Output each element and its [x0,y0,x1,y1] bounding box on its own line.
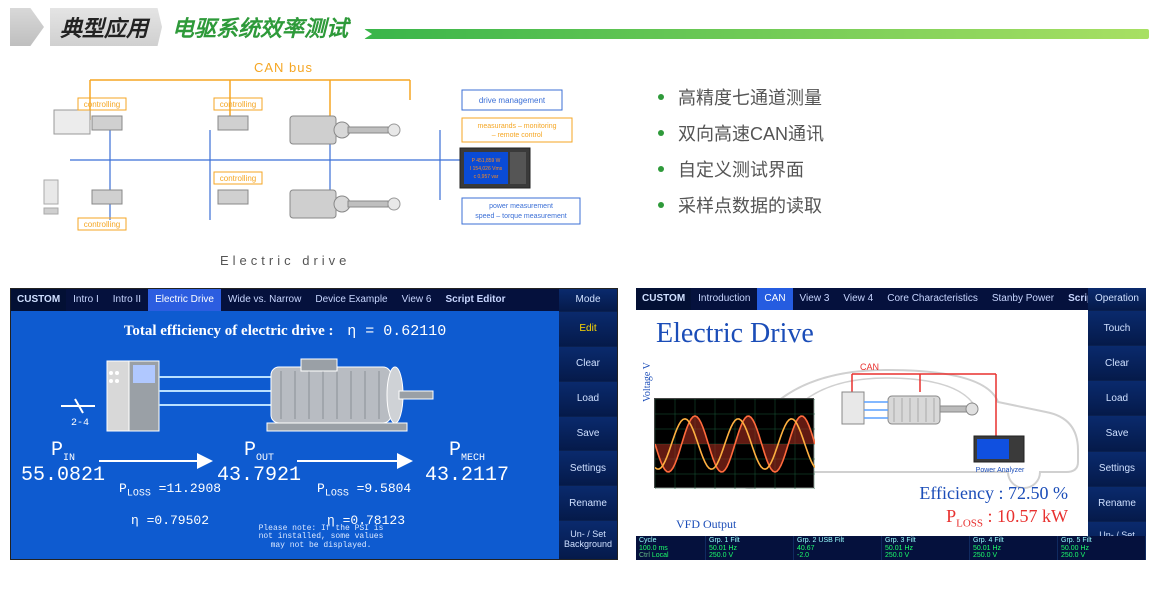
tab-custom-r[interactable]: CUSTOM [636,288,691,310]
side-save-button-r[interactable]: Save [1088,415,1146,450]
bullet-dot-icon [658,166,664,172]
bullet-text: 采样点数据的读取 [678,192,822,218]
tab-view3[interactable]: View 3 [793,288,837,310]
panel-body-left: Total efficiency of electric drive : η =… [11,311,559,559]
side-load-button[interactable]: Load [559,381,617,416]
svg-text:speed – torque measurement: speed – torque measurement [475,213,566,220]
side-load-button-r[interactable]: Load [1088,380,1146,415]
tabs-left: CUSTOM Intro I Intro II Electric Drive W… [11,289,617,311]
side-operation-label: Operation [1088,288,1146,310]
bullet-text: 双向高速CAN通讯 [678,120,824,146]
svg-text:Power Analyzer: Power Analyzer [976,467,1025,474]
side-settings-button[interactable]: Settings [559,450,617,485]
grp-2: Grp. 2 USB Filt40.67-2.060.00 mA [794,536,882,560]
scope-chart [654,398,814,488]
side-clear-button-r[interactable]: Clear [1088,345,1146,380]
tab-view6[interactable]: View 6 [395,289,439,311]
side-mode-label: Mode [559,289,617,311]
title-cn: 典型应用 [50,8,162,46]
side-buttons-left: Mode Edit Clear Load Save Settings Renam… [559,289,617,559]
svg-text:controlling: controlling [220,174,256,183]
svg-text:drive management: drive management [479,96,546,105]
electric-drive-panel: CUSTOM Introduction CAN View 3 View 4 Co… [636,288,1146,560]
psi-note: Please note: If the PSI is not installed… [251,525,391,551]
svg-text:2-4: 2-4 [71,418,89,429]
svg-text:c 0,957 var: c 0,957 var [474,174,499,180]
side-clear-button[interactable]: Clear [559,346,617,381]
svg-text:CAN: CAN [860,362,879,372]
title-green: 电驱系统效率测试 [172,11,348,43]
bullet-list: 高精度七通道测量 双向高速CAN通讯 自定义测试界面 采样点数据的读取 [658,84,1018,228]
bullet-text: 高精度七通道测量 [678,84,822,110]
grp-4: Grp. 4 Filt50.01 Hz250.0 V2.000 mA [970,536,1058,560]
efficiency-panel: CUSTOM Intro I Intro II Electric Drive W… [10,288,618,560]
panel-body-right: Electric Drive Voltage V CAN Powe [636,310,1088,536]
tab-device-example[interactable]: Device Example [308,289,394,311]
side-edit-button[interactable]: Edit [559,311,617,346]
title-bar: 典型应用 电驱系统效率测试 [10,8,1149,46]
efficiency-title: Total efficiency of electric drive : η =… [11,323,559,340]
tab-introduction[interactable]: Introduction [691,288,757,310]
svg-text:controlling: controlling [220,100,256,109]
efficiency-value: Efficiency : 72.50 % [919,483,1068,504]
tab-wide-narrow[interactable]: Wide vs. Narrow [221,289,308,311]
bullet-text: 自定义测试界面 [678,156,804,182]
tabs-right: CUSTOM Introduction CAN View 3 View 4 Co… [636,288,1146,310]
bullet-dot-icon [658,94,664,100]
bullet-dot-icon [658,202,664,208]
svg-text:P 451,859 W: P 451,859 W [472,158,501,164]
drive-illustration-icon: 2-4 [61,351,531,441]
tab-core-char[interactable]: Core Characteristics [880,288,985,310]
can-bus-label: CAN bus [254,60,313,75]
side-settings-button-r[interactable]: Settings [1088,451,1146,486]
grp-3: Grp. 3 Filt50.01 Hz250.0 V600.0 mA [882,536,970,560]
system-diagram: CAN bus controlling [30,60,590,270]
side-rename-button[interactable]: Rename [559,485,617,520]
tab-can[interactable]: CAN [757,288,792,310]
svg-text:controlling: controlling [84,100,120,109]
side-buttons-right: Operation Touch Clear Load Save Settings… [1088,288,1146,560]
tab-custom[interactable]: CUSTOM [11,289,66,311]
svg-text:controlling: controlling [84,220,120,229]
tab-intro2[interactable]: Intro II [106,289,148,311]
cycle-cell: Cycle 100.0 ms Ctrl Local [636,536,706,560]
title-chevron [10,8,44,46]
tab-view4[interactable]: View 4 [836,288,880,310]
ploss-value: PLOSS : 10.57 kW [946,506,1068,530]
power-values: PIN 55.0821 POUT 43.7921 PMECH 43.2117 P… [11,439,559,551]
svg-text:measurands – monitoring: measurands – monitoring [478,123,557,130]
tab-standby[interactable]: Stanby Power [985,288,1061,310]
side-touch-button[interactable]: Touch [1088,310,1146,345]
side-save-button[interactable]: Save [559,416,617,451]
title-tail [364,29,1149,39]
grp-5: Grp. 5 Filt50.00 Hz250.0 V200.00 mA [1058,536,1146,560]
tab-intro1[interactable]: Intro I [66,289,106,311]
svg-text:I 154,026 Vms: I 154,026 Vms [470,166,503,172]
side-rename-button-r[interactable]: Rename [1088,486,1146,521]
tab-electric-drive[interactable]: Electric Drive [148,289,221,311]
vfd-label: VFD Output [676,517,736,532]
bullet-dot-icon [658,130,664,136]
tab-script-editor[interactable]: Script Editor [438,289,512,311]
diagram-caption: Electric drive [220,253,350,268]
grp-1: Grp. 1 Filt50.01 Hz250.0 V600.0 mA [706,536,794,560]
svg-text:power measurement: power measurement [489,203,553,210]
status-bar: Cycle 100.0 ms Ctrl Local Grp. 1 Filt50.… [636,536,1146,560]
svg-text:– remote control: – remote control [492,132,543,139]
side-background-button[interactable]: Un- / Set Background [559,520,617,559]
